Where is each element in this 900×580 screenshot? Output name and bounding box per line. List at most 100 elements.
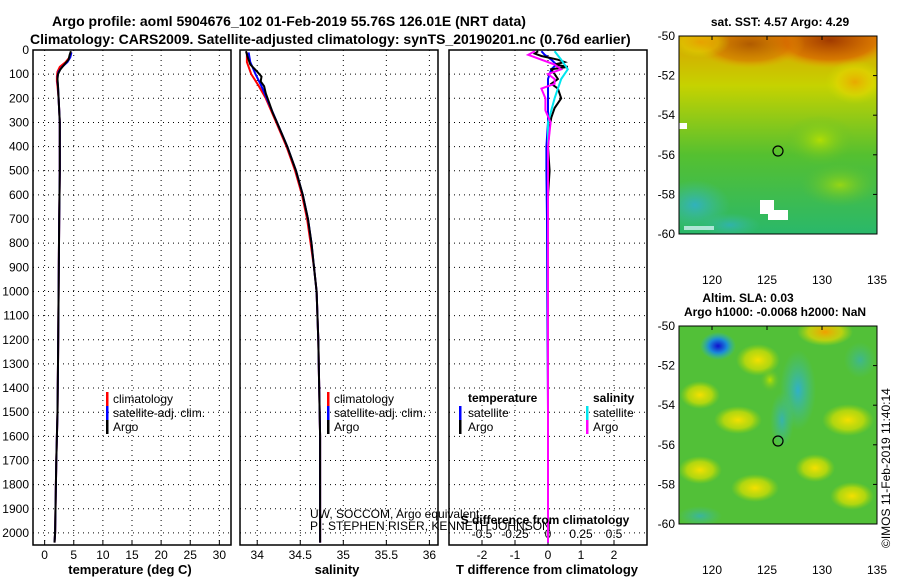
y-tick-label: 2000	[2, 526, 29, 540]
x-tick-label: 35.5	[375, 548, 399, 562]
y-tick-label: 600	[9, 188, 29, 202]
legend-swatch-satellite-adj	[106, 406, 109, 420]
legend-title-salinity: salinity	[593, 391, 635, 405]
x-tick-label: 36	[423, 548, 437, 562]
map-y-tick-label: -52	[658, 69, 676, 83]
x-tick-label: 34.5	[289, 548, 313, 562]
map-y-tick-label: -56	[658, 438, 676, 452]
temperature-legend: climatology satellite-adj. clim. Argo	[106, 392, 205, 434]
x-tick-label-top: -0.5	[472, 527, 493, 541]
x-tick-label: 30	[213, 548, 227, 562]
legend-label-climatology: climatology	[113, 392, 173, 406]
x-tick-label: 10	[96, 548, 110, 562]
x-tick-label: 2	[611, 548, 618, 562]
x-tick-label: -1	[510, 548, 521, 562]
legend-label-t-satellite: satellite	[468, 406, 509, 420]
title-line1: Argo profile: aoml 5904676_102 01-Feb-20…	[52, 13, 526, 29]
map-x-tick-label: 120	[702, 273, 722, 287]
sst-map-frame	[678, 35, 878, 235]
legend-title-temperature: temperature	[468, 391, 538, 405]
legend-label-satellite-adj: satellite-adj. clim.	[113, 406, 205, 420]
series-argo	[245, 50, 322, 543]
attribution-line1: UW, SOCCOM, Argo equivalent	[310, 507, 480, 521]
legend-swatch-s-argo	[586, 420, 589, 434]
legend-swatch-argo	[327, 420, 330, 434]
y-tick-label: 500	[9, 164, 29, 178]
map-x-tick-label: 135	[867, 273, 887, 287]
x-tick-label: 25	[184, 548, 198, 562]
sla-map-title: Altim. SLA: 0.03	[702, 291, 794, 305]
y-tick-label: 1100	[3, 309, 29, 323]
title-line2: Climatology: CARS2009. Satellite-adjuste…	[30, 31, 631, 47]
salinity-frame	[239, 49, 439, 546]
legend-swatch-climatology	[327, 392, 330, 406]
map-y-tick-label: -52	[658, 359, 676, 373]
x-tick-label-top: 0.25	[569, 527, 593, 541]
map-y-tick-label: -60	[658, 227, 676, 241]
legend-label-argo: Argo	[113, 420, 139, 434]
y-tick-label: 0	[22, 43, 29, 57]
legend-label-s-satellite: satellite	[593, 406, 634, 420]
legend-label-s-argo: Argo	[593, 420, 619, 434]
y-tick-label: 1600	[2, 429, 29, 443]
map-y-tick-label: -50	[658, 319, 676, 333]
sla-map-panel: Altim. SLA: 0.03 Argo h1000: -0.0068 h20…	[658, 291, 888, 577]
map-x-tick-label: 120	[702, 563, 722, 577]
imos-watermark: ©IMOS 11-Feb-2019 11:40:14	[879, 388, 893, 548]
map-x-tick-label: 135	[867, 563, 887, 577]
map-y-tick-label: -58	[658, 477, 676, 491]
y-tick-label: 1000	[2, 284, 29, 298]
map-x-tick-label: 125	[757, 273, 777, 287]
legend-label-t-argo: Argo	[468, 420, 494, 434]
y-tick-label: 1500	[2, 405, 29, 419]
y-tick-label: 200	[9, 91, 29, 105]
series-climatology	[245, 52, 322, 543]
y-tick-label: 300	[9, 115, 29, 129]
map-y-tick-label: -50	[658, 29, 676, 43]
y-tick-label: 1900	[2, 502, 29, 516]
legend-swatch-argo	[106, 420, 109, 434]
x-tick-label: 15	[125, 548, 139, 562]
y-tick-label: 1400	[2, 381, 29, 395]
map-x-tick-label: 130	[812, 563, 832, 577]
salinity-legend: climatology satellite-adj. clim. Argo	[327, 392, 426, 434]
x-tick-label: -2	[477, 548, 488, 562]
series-satellite-adj-clim-	[247, 52, 322, 543]
x-tick-label: 0	[41, 548, 48, 562]
sla-map-subtitle: Argo h1000: -0.0068 h2000: NaN	[684, 305, 866, 319]
y-tick-label: 1300	[2, 357, 29, 371]
temperature-xlabel: temperature (deg C)	[68, 562, 192, 577]
y-tick-label: 1700	[2, 453, 29, 467]
difference-legend: temperature satellite Argo salinity sate…	[459, 391, 635, 434]
attribution-line2: PI: STEPHEN RISER, KENNETH JOHNSON	[310, 519, 551, 533]
legend-swatch-climatology	[106, 392, 109, 406]
sst-map-panel: sat. SST: 4.57 Argo: 4.29 -50 -52 -54 -56 -5…	[658, 15, 888, 287]
temperature-panel: 0100200300400500600700800900100011001200…	[2, 43, 232, 577]
sst-map-title: sat. SST: 4.57 Argo: 4.29	[711, 15, 850, 29]
difference-xlabel-salinity: S difference from climatology	[461, 513, 630, 527]
map-y-tick-label: -54	[658, 398, 676, 412]
sla-heatmap	[679, 326, 877, 524]
legend-swatch-t-satellite	[459, 406, 462, 420]
legend-label-satellite-adj: satellite-adj. clim.	[334, 406, 426, 420]
y-tick-label: 400	[9, 140, 29, 154]
x-tick-label: 1	[578, 548, 585, 562]
x-tick-label-top: 0.5	[606, 527, 623, 541]
x-tick-label: 34	[251, 548, 265, 562]
x-tick-label-top: -0.25	[501, 527, 529, 541]
map-y-tick-label: -60	[658, 517, 676, 531]
map-y-tick-label: -54	[658, 108, 676, 122]
map-x-tick-label: 130	[812, 273, 832, 287]
x-tick-label: 35	[337, 548, 351, 562]
sst-heatmap	[679, 36, 877, 234]
legend-label-climatology: climatology	[334, 392, 394, 406]
difference-xlabel: T difference from climatology	[456, 562, 639, 577]
legend-swatch-t-argo	[459, 420, 462, 434]
sst-argo-marker	[772, 145, 784, 157]
y-tick-label: 1800	[2, 478, 29, 492]
y-tick-label: 100	[9, 67, 29, 81]
series-argo	[53, 50, 72, 543]
y-tick-label: 800	[9, 236, 29, 250]
salinity-xlabel: salinity	[315, 562, 361, 577]
